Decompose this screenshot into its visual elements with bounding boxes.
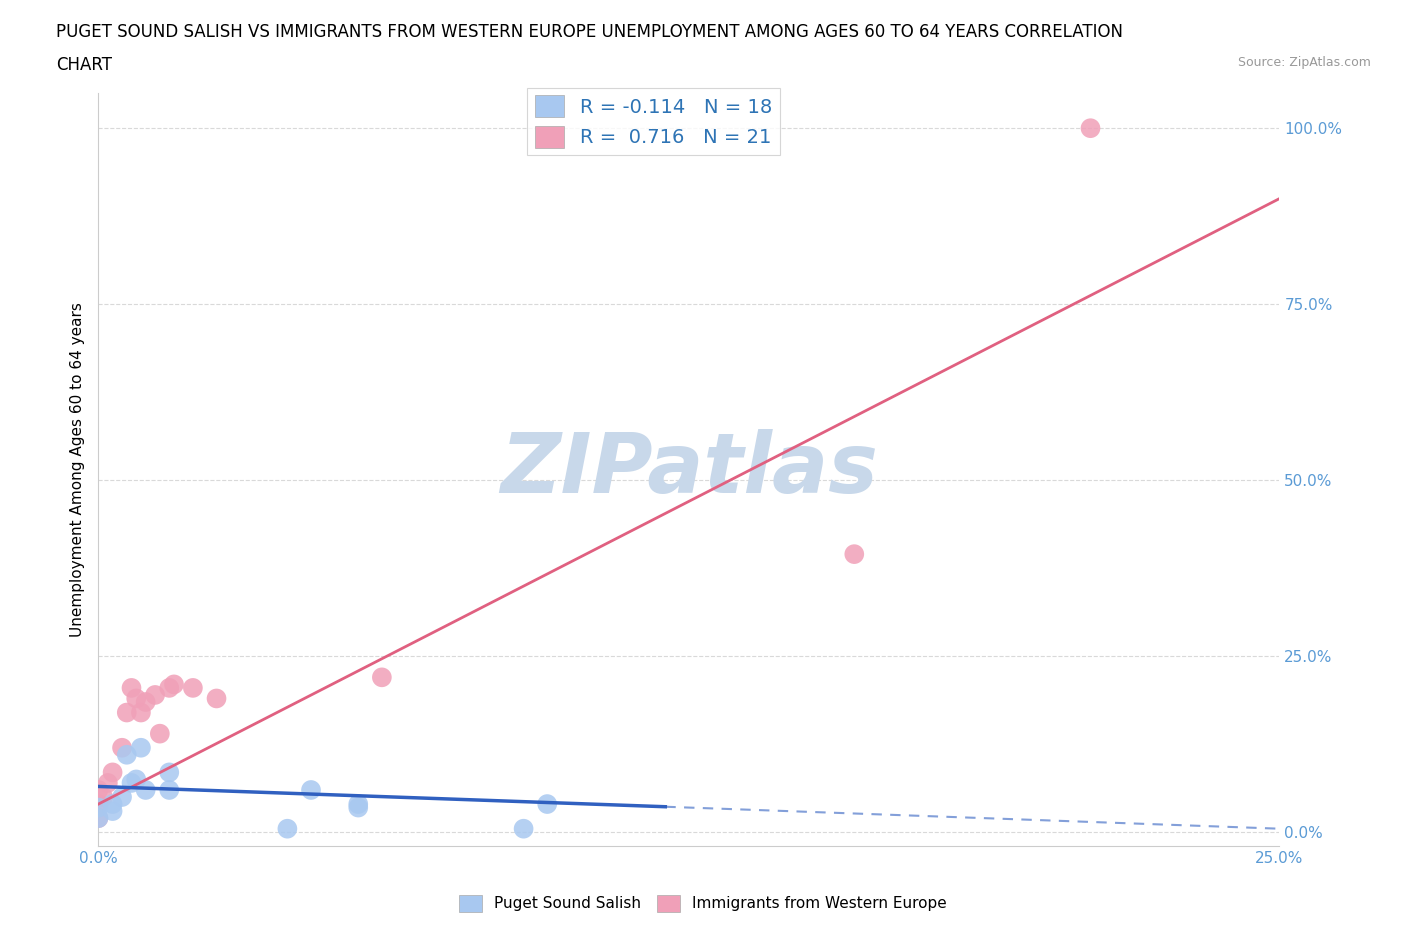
Point — [129, 740, 152, 755]
Point — [121, 776, 143, 790]
Text: PUGET SOUND SALISH VS IMMIGRANTS FROM WESTERN EUROPE UNEMPLOYMENT AMONG AGES 60 : PUGET SOUND SALISH VS IMMIGRANTS FROM WE… — [56, 23, 1123, 41]
Point — [157, 681, 180, 696]
Point — [87, 811, 110, 826]
Point — [115, 748, 138, 763]
Point — [101, 797, 124, 812]
Point — [1080, 121, 1102, 136]
Point — [347, 800, 370, 815]
Point — [299, 782, 322, 797]
Point — [101, 765, 124, 780]
Point — [157, 765, 180, 780]
Legend: Puget Sound Salish, Immigrants from Western Europe: Puget Sound Salish, Immigrants from West… — [453, 889, 953, 918]
Point — [87, 800, 110, 815]
Point — [111, 790, 134, 804]
Point — [121, 681, 143, 696]
Point — [276, 821, 298, 836]
Point — [125, 772, 148, 787]
Text: ZIPatlas: ZIPatlas — [501, 429, 877, 511]
Point — [157, 782, 180, 797]
Point — [371, 670, 394, 684]
Point — [205, 691, 228, 706]
Legend: R = -0.114   N = 18, R =  0.716   N = 21: R = -0.114 N = 18, R = 0.716 N = 21 — [527, 87, 780, 155]
Point — [115, 705, 138, 720]
Text: CHART: CHART — [56, 56, 112, 73]
Point — [844, 547, 866, 562]
Point — [163, 677, 186, 692]
Point — [129, 705, 152, 720]
Point — [111, 740, 134, 755]
Point — [135, 695, 157, 710]
Text: Source: ZipAtlas.com: Source: ZipAtlas.com — [1237, 56, 1371, 69]
Point — [135, 782, 157, 797]
Point — [536, 797, 558, 812]
Point — [101, 804, 124, 818]
Point — [149, 726, 172, 741]
Point — [512, 821, 534, 836]
Point — [143, 687, 166, 702]
Point — [347, 797, 370, 812]
Point — [91, 790, 114, 804]
Point — [125, 691, 148, 706]
Point — [87, 797, 110, 812]
Y-axis label: Unemployment Among Ages 60 to 64 years: Unemployment Among Ages 60 to 64 years — [69, 302, 84, 637]
Point — [87, 782, 110, 797]
Point — [97, 776, 120, 790]
Point — [87, 811, 110, 826]
Point — [181, 681, 204, 696]
